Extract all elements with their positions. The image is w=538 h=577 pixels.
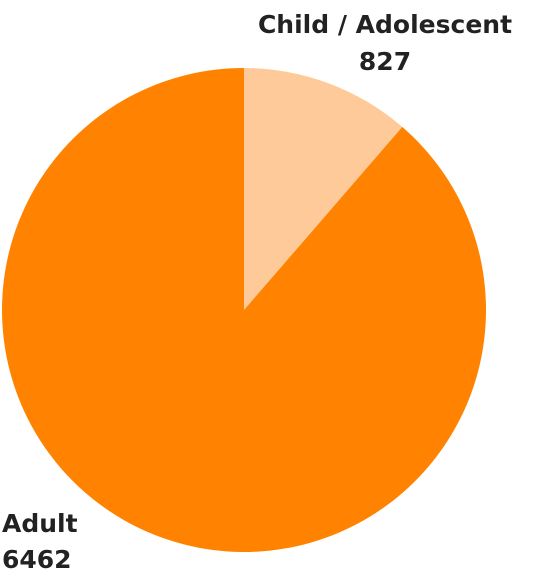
pie-slice-child-adolescent [244, 68, 403, 310]
slice-label-adult-value: 6462 [2, 545, 72, 574]
slice-label-child-adolescent-name: Child / Adolescent [258, 10, 512, 39]
slice-label-child-adolescent-value: 827 [359, 47, 411, 76]
pie-slice-adult [2, 68, 487, 552]
slice-label-adult-name: Adult [2, 509, 78, 538]
pie-slices [2, 68, 487, 552]
